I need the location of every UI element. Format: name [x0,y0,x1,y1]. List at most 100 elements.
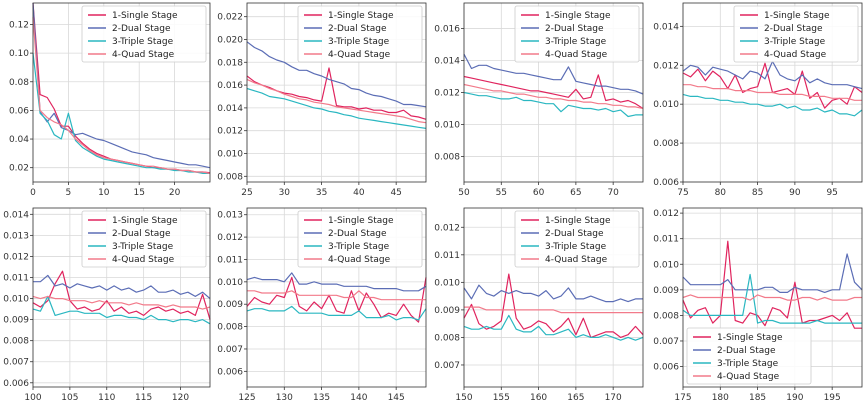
series-line-3 [463,314,644,341]
legend-label-2: 2-Dual Stage [328,229,387,239]
subplot-7: 150 155 160 165 170 0.007 0.008 0.009 0.010 0.011… [434,207,644,402]
y-tick-label: 0.014 [653,22,679,32]
legend-label-4: 4-Quad Stage [112,255,175,265]
y-tick-label: 0.10 [9,49,29,59]
y-tick-label: 0.010 [434,278,460,288]
y-tick-label: 0.008 [653,311,679,321]
series-line-2 [246,272,427,292]
x-tick-label: 30 [279,188,291,198]
y-tick-label: 0.010 [653,260,679,270]
legend: 1-Single Stage 2-Dual Stage 3-Triple Stage… [81,5,207,63]
legend-box [514,210,640,268]
series-line-1 [32,270,211,320]
axes-frame [682,2,863,183]
legend-box [297,210,423,268]
x-tick-label: 160 [530,393,547,402]
y-tick-label: 0.011 [434,251,460,261]
series-line-4 [32,17,211,174]
axes-frame [463,207,644,388]
legend-label-4: 4-Quad Stage [545,50,608,60]
legend: 1-Single Stage 2-Dual Stage 3-Triple Stage… [297,5,423,63]
legend-label-3: 3-Triple Stage [328,37,390,47]
x-tick-label: 10 [98,188,110,198]
legend-label-2: 2-Dual Stage [545,24,604,34]
legend-label-3: 3-Triple Stage [717,359,779,369]
x-tick-label: 25 [241,188,252,198]
y-tick-label: 0.02 [9,164,29,174]
axes-frame [682,207,863,388]
series-line-2 [682,253,863,293]
x-tick-label: 15 [133,188,144,198]
legend-label-1: 1-Single Stage [717,333,783,343]
y-tick-label: 0.012 [434,89,460,99]
x-tick-label: 165 [567,393,584,402]
subplot-3: 50 55 60 65 70 0.008 0.010 0.012 0.014 0.016 1-Sin… [434,2,644,198]
series-line-3 [32,295,211,325]
y-tick-label: 0.007 [217,345,243,355]
y-tick-label: 0.012 [434,223,460,233]
subplot-6: 125 130 135 140 145 0.006 0.007 0.008 0.009 0.010… [217,207,427,402]
legend-label-3: 3-Triple Stage [112,37,174,47]
y-tick-label: 0.06 [9,106,29,116]
x-tick-label: 185 [749,393,766,402]
legend-label-2: 2-Dual Stage [112,229,171,239]
legend: 1-Single Stage 2-Dual Stage 3-Triple Stage… [81,210,207,268]
y-tick-label: 0.013 [217,211,243,221]
y-tick-label: 0.012 [653,209,679,219]
legend-label-4: 4-Quad Stage [545,255,608,265]
y-tick-label: 0.011 [653,235,679,245]
series-line-3 [682,93,863,117]
y-tick-label: 0.014 [3,210,29,220]
x-tick-label: 190 [786,393,803,402]
x-tick-label: 115 [135,393,152,402]
legend-label-4: 4-Quad Stage [717,372,780,382]
legend-label-3: 3-Triple Stage [328,242,390,252]
legend-box [514,5,640,63]
y-tick-label: 0.012 [217,233,243,243]
y-tick-label: 0.012 [653,61,679,71]
series-line-1 [463,273,644,338]
y-tick-label: 0.009 [3,316,29,326]
legend-label-2: 2-Dual Stage [545,229,604,239]
y-tick-label: 0.008 [653,139,679,149]
x-tick-label: 35 [316,188,327,198]
series-line-1 [463,74,644,110]
legend-label-3: 3-Triple Stage [764,37,826,47]
y-tick-label: 0.014 [434,57,460,67]
x-tick-label: 90 [789,188,801,198]
axes-frame [246,2,427,183]
x-tick-label: 140 [350,393,367,402]
subplot-1: 0 5 10 15 20 0.02 0.04 0.06 0.08 0.10 0.12 1-Single… [9,2,211,198]
y-tick-label: 0.010 [217,149,243,159]
x-tick-label: 40 [353,188,365,198]
y-tick-label: 0.014 [217,104,243,114]
x-tick-label: 195 [824,393,841,402]
x-tick-label: 80 [715,188,727,198]
axes-frame [32,2,211,183]
x-tick-label: 110 [98,393,115,402]
y-tick-label: 0.007 [3,358,29,368]
x-tick-label: 155 [493,393,510,402]
x-tick-label: 120 [172,393,189,402]
y-tick-label: 0.012 [217,127,243,137]
y-tick-label: 0.008 [3,337,29,347]
series-line-3 [246,305,427,321]
legend-label-1: 1-Single Stage [112,216,178,226]
legend: 1-Single Stage 2-Dual Stage 3-Triple Stage… [733,5,859,63]
legend-box [297,5,423,63]
x-tick-label: 85 [752,188,763,198]
x-tick-label: 5 [66,188,72,198]
series-line-2 [463,53,644,95]
legend-label-2: 2-Dual Stage [112,24,171,34]
legend-label-3: 3-Triple Stage [545,37,607,47]
y-tick-label: 0.022 [217,13,243,23]
legend-label-1: 1-Single Stage [328,11,394,21]
y-tick-label: 0.008 [217,172,243,182]
y-tick-label: 0.008 [217,323,243,333]
x-tick-label: 70 [607,188,619,198]
series-line-2 [33,274,211,300]
y-tick-label: 0.008 [434,333,460,343]
x-tick-label: 175 [674,393,691,402]
legend-label-4: 4-Quad Stage [328,50,391,60]
legend-label-3: 3-Triple Stage [112,242,174,252]
